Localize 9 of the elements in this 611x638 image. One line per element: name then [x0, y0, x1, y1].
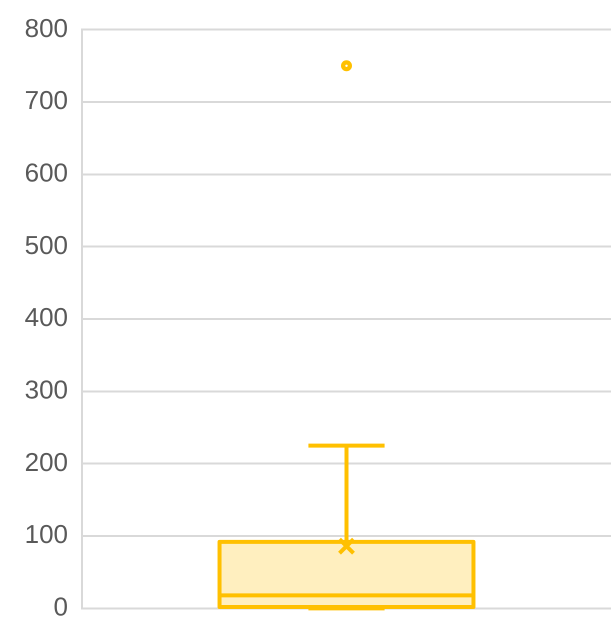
y-tick-label: 300	[24, 374, 68, 405]
y-tick-label: 0	[54, 592, 68, 622]
y-tick-label: 700	[24, 85, 68, 116]
y-tick-label: 500	[24, 230, 68, 260]
y-tick-label: 800	[24, 12, 68, 43]
y-tick-label: 100	[24, 519, 68, 550]
y-tick-label: 600	[24, 157, 68, 188]
y-tick-label: 200	[24, 446, 68, 477]
y-tick-label: 400	[24, 302, 68, 332]
